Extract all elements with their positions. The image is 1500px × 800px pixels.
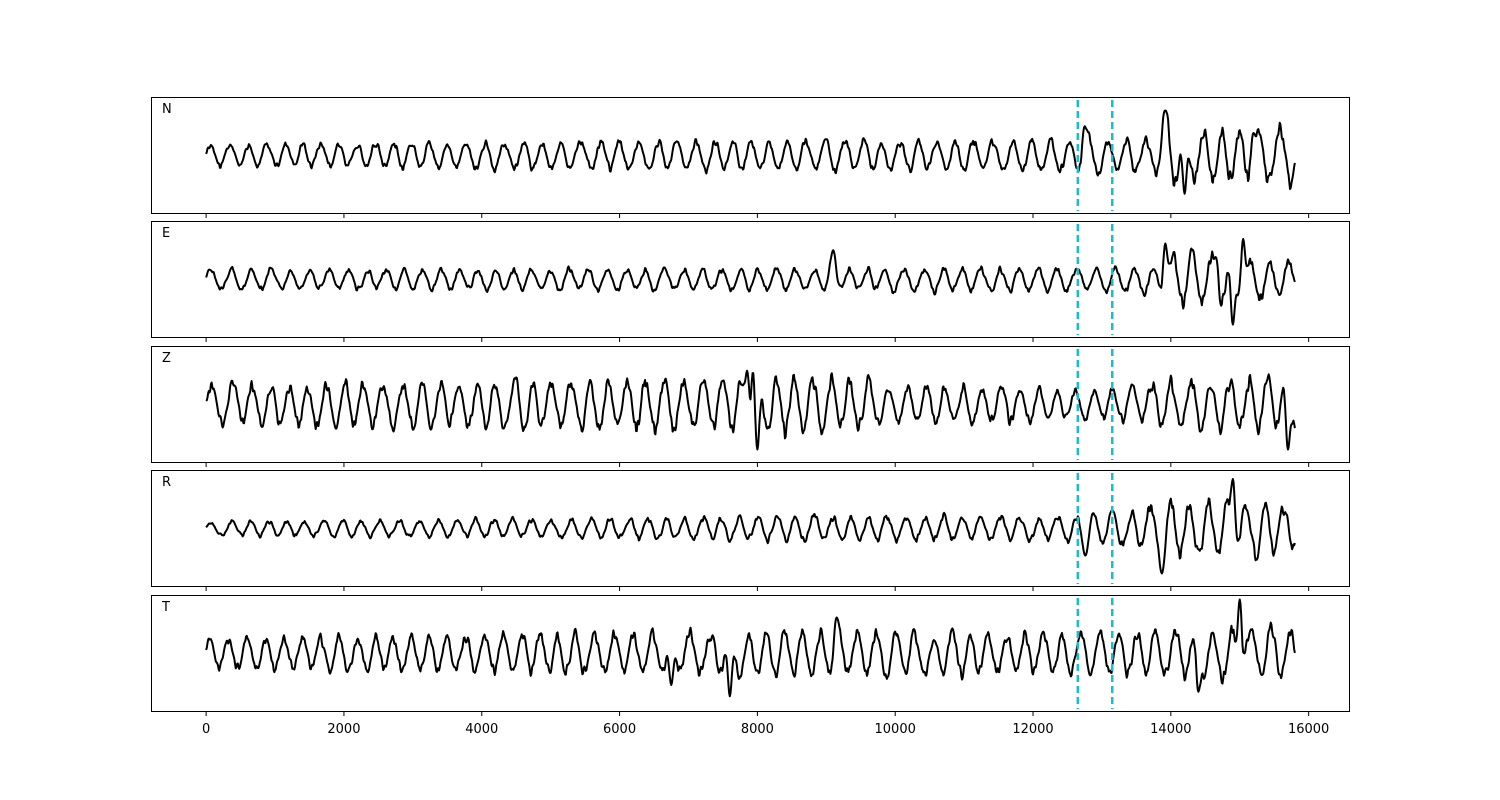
- channel-label: N: [162, 102, 172, 117]
- trace-line-e: [205, 238, 1296, 326]
- channel-label: E: [162, 226, 170, 241]
- x-tick-label: 16000: [1288, 722, 1329, 737]
- panel-frame: [151, 346, 1350, 463]
- x-tick-label: 10000: [875, 722, 916, 737]
- x-tick-label: 2000: [327, 722, 360, 737]
- channel-label: R: [162, 475, 171, 490]
- trace-line-t: [205, 598, 1296, 698]
- panel-frame: [151, 221, 1350, 338]
- x-tick-label: 6000: [603, 722, 636, 737]
- panel-frame: [151, 470, 1350, 587]
- panel-r: R: [151, 470, 1350, 591]
- x-axis: 0 2000 4000 6000 8000 10000 12000 14000 16000: [202, 722, 1329, 737]
- x-tick-label: 4000: [465, 722, 498, 737]
- panel-t: T: [151, 595, 1350, 716]
- x-tick-label: 14000: [1150, 722, 1191, 737]
- x-tick-label: 12000: [1012, 722, 1053, 737]
- trace-line-r: [205, 478, 1296, 575]
- trace-panels: N E Z R T: [151, 97, 1350, 716]
- channel-label: Z: [162, 351, 171, 366]
- channel-label: T: [161, 600, 170, 615]
- panel-frame: [151, 595, 1350, 712]
- x-tick-label: 0: [202, 722, 210, 737]
- trace-line-n: [205, 109, 1296, 195]
- panel-e: E: [151, 221, 1350, 342]
- panel-frame: [151, 97, 1350, 214]
- trace-line-z: [205, 369, 1296, 451]
- panel-n: N: [151, 97, 1350, 218]
- panel-z: Z: [151, 346, 1350, 467]
- x-tick-label: 8000: [741, 722, 774, 737]
